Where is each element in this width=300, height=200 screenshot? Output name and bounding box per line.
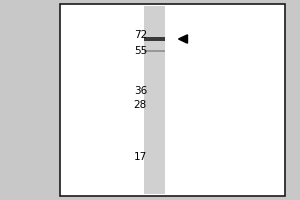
FancyBboxPatch shape	[144, 50, 165, 52]
FancyBboxPatch shape	[144, 37, 165, 41]
Text: 55: 55	[134, 46, 147, 56]
Text: 28: 28	[134, 100, 147, 110]
Text: 72: 72	[134, 30, 147, 40]
Text: 17: 17	[134, 152, 147, 162]
Polygon shape	[178, 35, 188, 43]
FancyBboxPatch shape	[60, 4, 285, 196]
Text: 36: 36	[134, 86, 147, 96]
FancyBboxPatch shape	[144, 6, 165, 194]
